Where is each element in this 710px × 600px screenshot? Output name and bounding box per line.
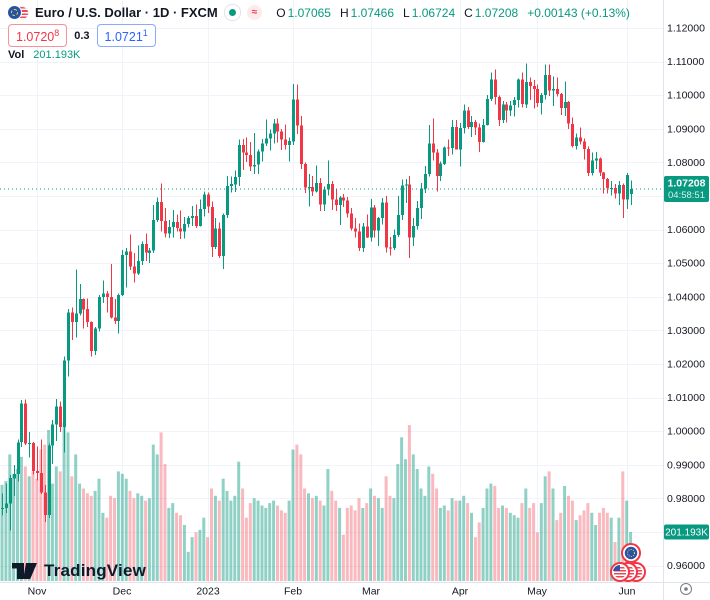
- pair-flag-stickers: [610, 543, 646, 582]
- low-label: L: [403, 5, 410, 20]
- svg-text:2023: 2023: [196, 586, 220, 598]
- svg-text:Mar: Mar: [362, 586, 381, 598]
- svg-text:1.10000: 1.10000: [667, 90, 705, 102]
- high-value: 1.07466: [350, 5, 395, 20]
- svg-text:0.99000: 0.99000: [667, 459, 705, 471]
- svg-text:0.96000: 0.96000: [667, 560, 705, 572]
- time-axis[interactable]: Nov Dec 2023 Feb Mar Apr May Jun: [28, 586, 636, 598]
- spread-value: 0.3: [74, 29, 90, 42]
- eurusd-pair-flags-icon: [8, 5, 29, 20]
- svg-text:1.01000: 1.01000: [667, 392, 705, 404]
- tradingview-logo-mark-icon: [12, 563, 37, 579]
- svg-text:1.00000: 1.00000: [667, 426, 705, 438]
- change-value: +0.00143 (+0.13%): [527, 5, 630, 20]
- svg-text:1.03000: 1.03000: [667, 325, 705, 337]
- svg-text:Jun: Jun: [619, 586, 636, 598]
- grid: [0, 0, 663, 582]
- close-value: 1.07208: [474, 5, 519, 20]
- market-open-dot-icon: [228, 9, 236, 16]
- volume-value: 201.193K: [33, 49, 81, 61]
- axis-settings-icon[interactable]: [680, 583, 692, 595]
- volume-row: Vol 201.193K: [8, 49, 80, 61]
- svg-text:Nov: Nov: [28, 586, 47, 598]
- chart-legend: Euro / U.S. Dollar · 1D · FXCM ≈ O 1.0706…: [8, 4, 630, 21]
- low-value: 1.06724: [411, 5, 456, 20]
- svg-text:1.02000: 1.02000: [667, 359, 705, 371]
- close-label: C: [464, 5, 473, 20]
- candles: [1, 63, 633, 531]
- open-label: O: [276, 5, 286, 20]
- market-status-pill[interactable]: [223, 4, 241, 21]
- volume-axis-badge: 201.193K: [664, 524, 709, 540]
- svg-text:Dec: Dec: [113, 586, 132, 598]
- svg-text:1.08000: 1.08000: [667, 157, 705, 169]
- svg-text:1.09000: 1.09000: [667, 123, 705, 135]
- volume-label: Vol: [8, 49, 25, 61]
- svg-text:1.06000: 1.06000: [667, 224, 705, 236]
- svg-text:0.98000: 0.98000: [667, 493, 705, 505]
- svg-text:May: May: [527, 586, 548, 598]
- svg-text:1.04000: 1.04000: [667, 291, 705, 303]
- svg-text:201.193K: 201.193K: [665, 528, 708, 539]
- svg-text:Feb: Feb: [284, 586, 302, 598]
- open-value: 1.07065: [287, 5, 331, 20]
- symbol-title[interactable]: Euro / U.S. Dollar · 1D · FXCM: [35, 5, 218, 20]
- tradingview-logo[interactable]: TradingView: [12, 561, 146, 581]
- svg-text:1.05000: 1.05000: [667, 258, 705, 270]
- eu-flag-icon: [8, 5, 21, 19]
- svg-text:Apr: Apr: [452, 586, 469, 598]
- buy-ask-button[interactable]: 1.07211: [96, 24, 156, 48]
- svg-text:1.12000: 1.12000: [667, 23, 705, 35]
- tradingview-logo-text: TradingView: [44, 561, 147, 580]
- svg-text:1.07208: 1.07208: [668, 178, 706, 190]
- approx-data-pill[interactable]: ≈: [246, 5, 263, 20]
- ohlc-row: O 1.07065 H 1.07466 L 1.06724 C 1.07208 +0.0…: [276, 6, 630, 20]
- quote-row: 1.07208 0.3 1.07211: [8, 24, 156, 48]
- high-label: H: [339, 5, 349, 20]
- sell-bid-button[interactable]: 1.07208: [8, 24, 68, 48]
- svg-text:1.11000: 1.11000: [667, 56, 704, 68]
- svg-text:04:58:51: 04:58:51: [668, 190, 705, 201]
